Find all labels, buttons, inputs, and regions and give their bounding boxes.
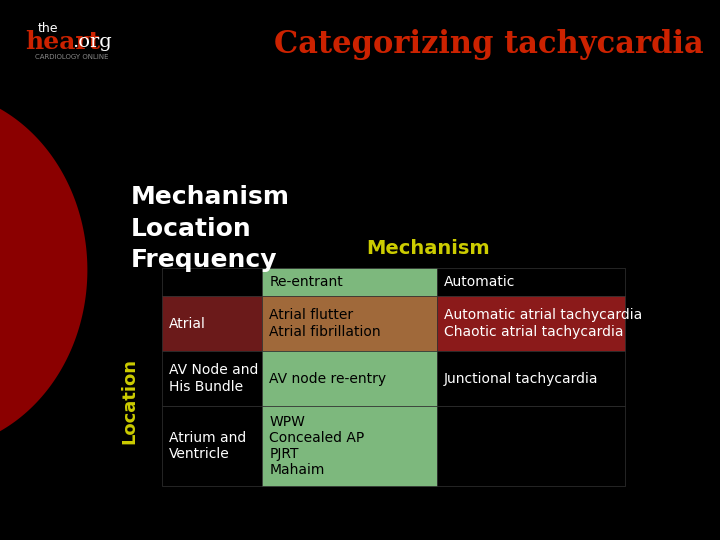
- Text: Atrium and
Ventricle: Atrium and Ventricle: [168, 431, 246, 461]
- Bar: [162, 268, 262, 296]
- Text: Junctional tachycardia: Junctional tachycardia: [444, 372, 598, 386]
- Text: Mechanism
Location
Frequency: Mechanism Location Frequency: [131, 185, 290, 272]
- Bar: [437, 351, 625, 406]
- Bar: [262, 351, 437, 406]
- Text: Automatic atrial tachycardia
Chaotic atrial tachycardia: Automatic atrial tachycardia Chaotic atr…: [444, 308, 642, 339]
- Text: AV Node and
His Bundle: AV Node and His Bundle: [168, 363, 258, 394]
- Text: Atrial flutter
Atrial fibrillation: Atrial flutter Atrial fibrillation: [269, 308, 381, 339]
- Text: Automatic: Automatic: [444, 275, 516, 289]
- Text: Mechanism: Mechanism: [366, 239, 490, 258]
- Text: CARDIOLOGY ONLINE: CARDIOLOGY ONLINE: [35, 54, 109, 60]
- Text: the: the: [38, 22, 58, 35]
- Text: Re-entrant: Re-entrant: [269, 275, 343, 289]
- Bar: [262, 268, 437, 296]
- Text: AV node re-entry: AV node re-entry: [269, 372, 386, 386]
- Bar: [162, 351, 262, 406]
- Bar: [437, 296, 625, 351]
- Text: Atrial: Atrial: [168, 316, 205, 330]
- PathPatch shape: [0, 0, 87, 540]
- Bar: [162, 406, 262, 486]
- Text: Categorizing tachycardia: Categorizing tachycardia: [274, 30, 704, 60]
- Bar: [262, 406, 437, 486]
- Bar: [262, 296, 437, 351]
- Bar: [437, 268, 625, 296]
- Text: Location: Location: [120, 358, 138, 444]
- Bar: [162, 296, 262, 351]
- Text: heart: heart: [25, 30, 100, 54]
- Bar: [437, 406, 625, 486]
- Text: WPW
Concealed AP
PJRT
Mahaim: WPW Concealed AP PJRT Mahaim: [269, 415, 364, 477]
- Text: .org: .org: [72, 33, 112, 51]
